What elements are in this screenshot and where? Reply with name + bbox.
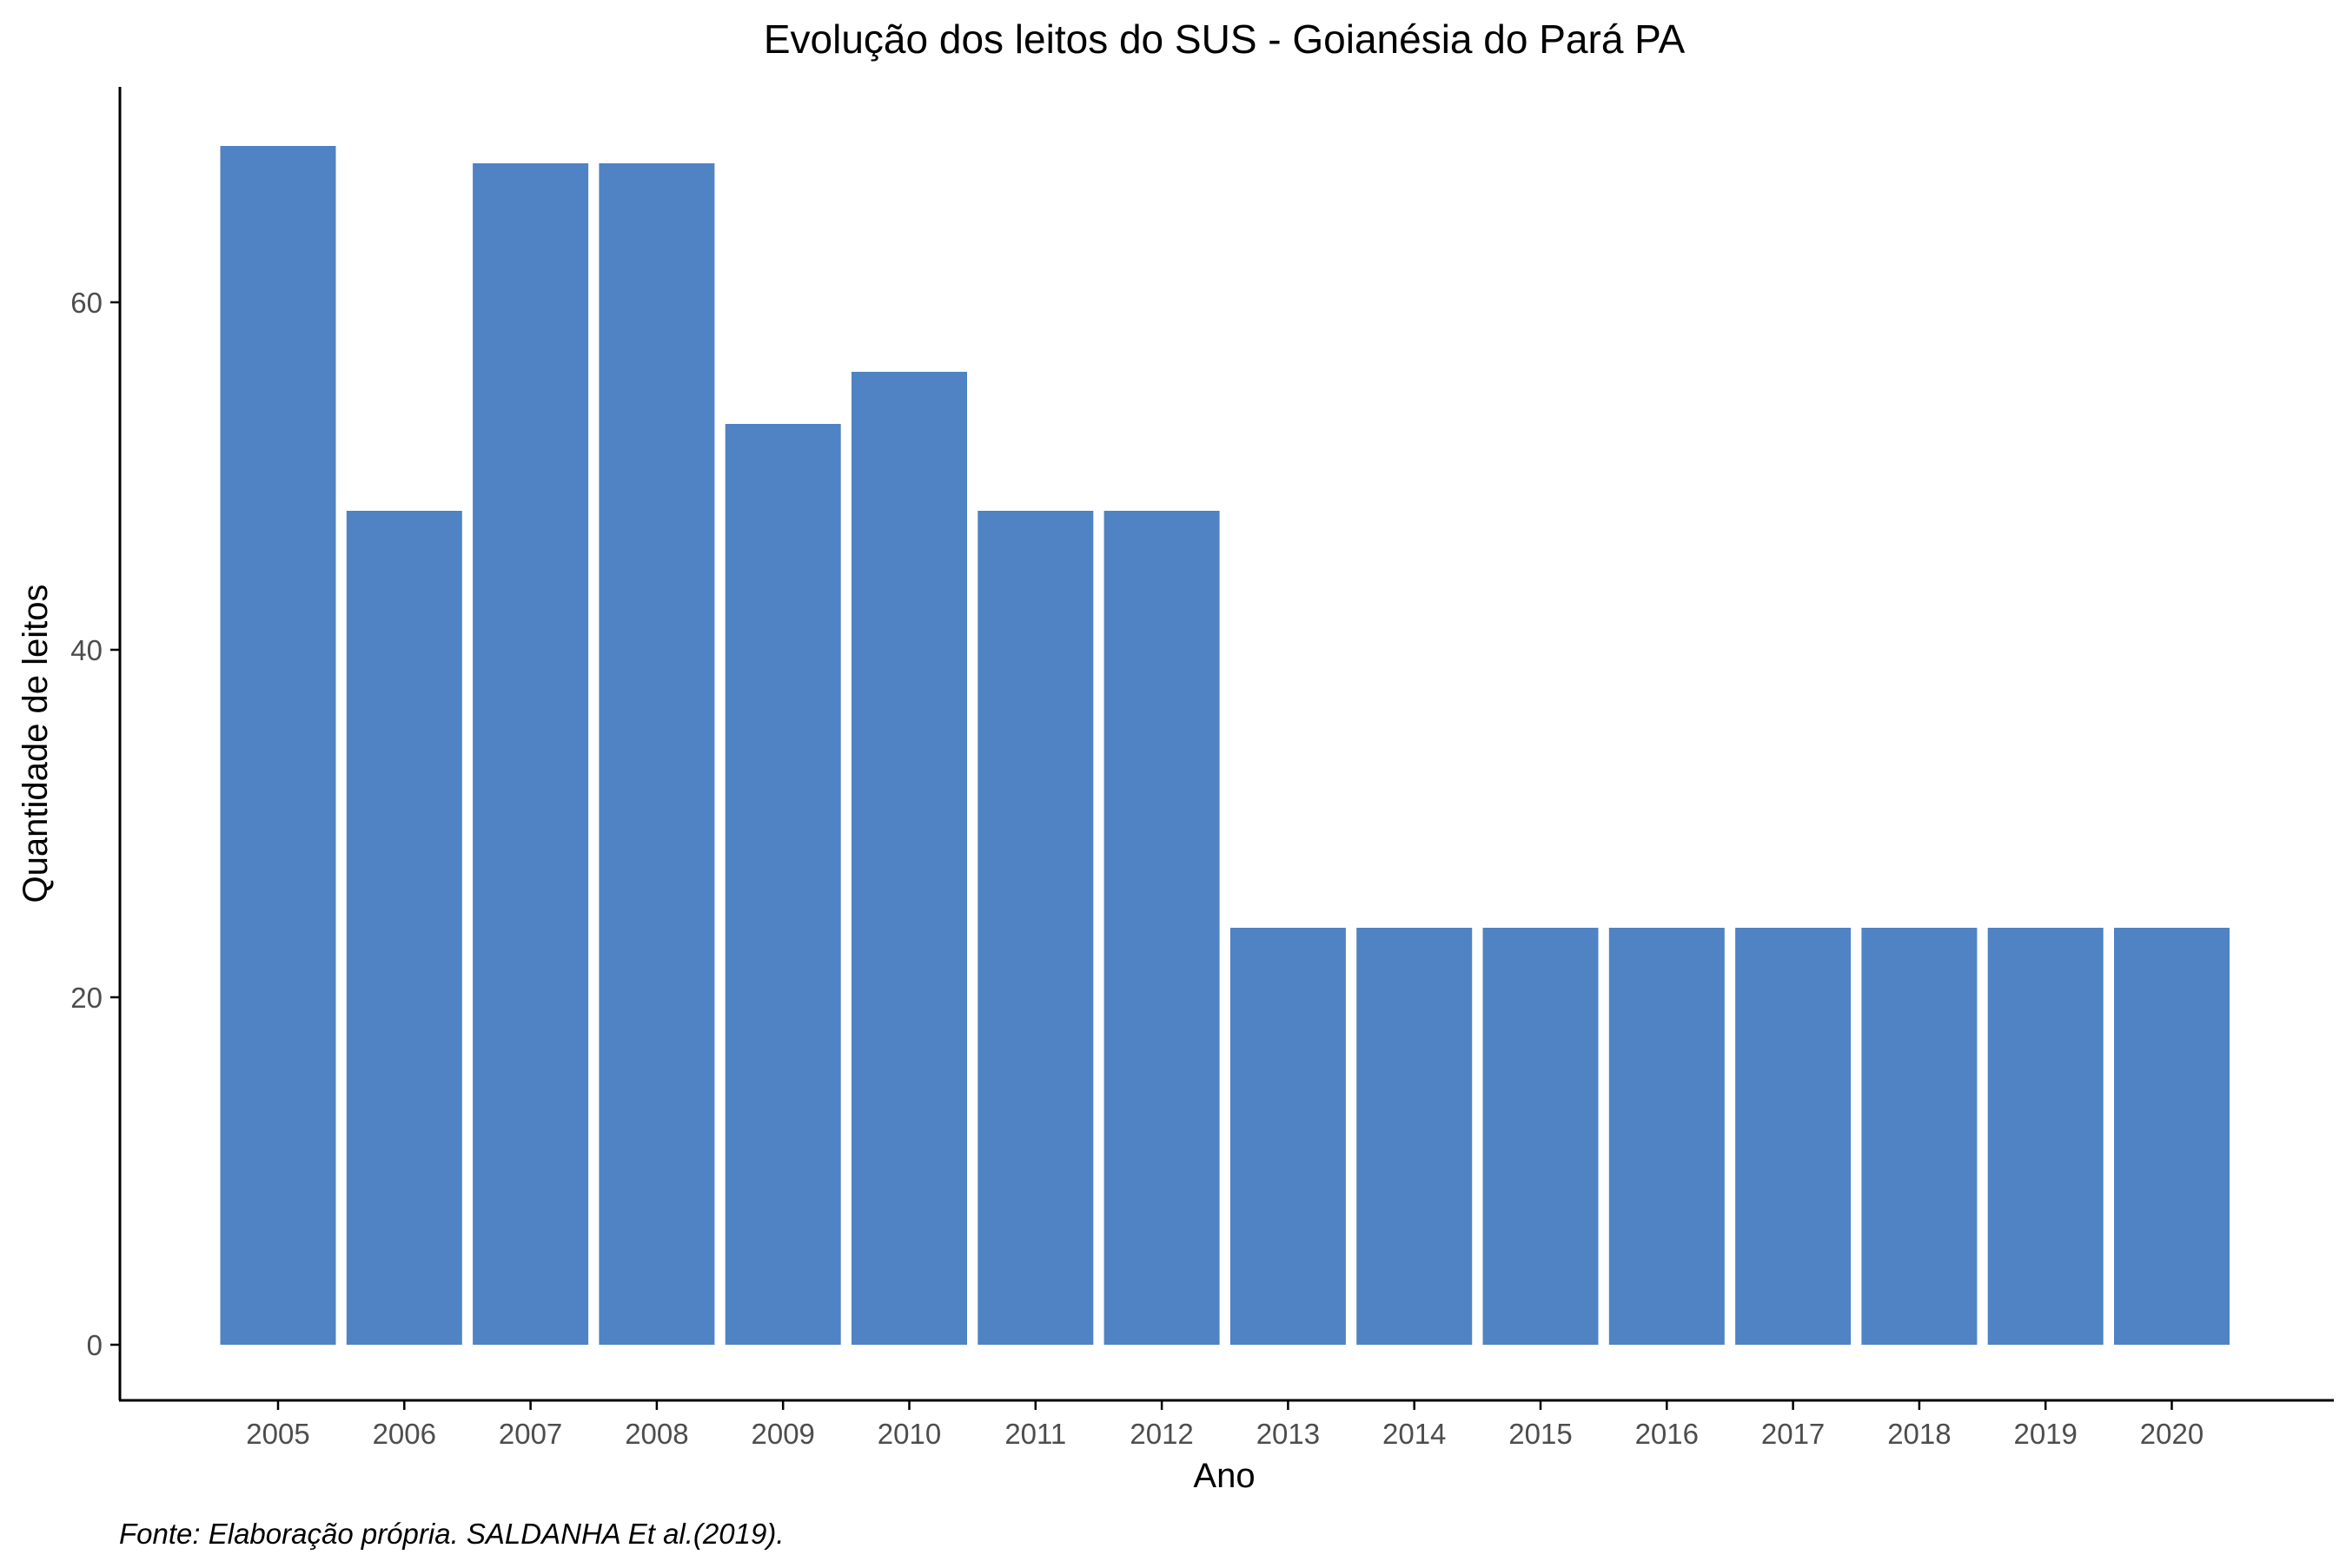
x-axis-ticks: 2005 2006 2007 2008 2009 2010 2011 2012 2013 2014…: [246, 1400, 2204, 1450]
x-tick-label-2016: 2016: [1635, 1418, 1699, 1450]
x-tick-label-2019: 2019: [2013, 1418, 2077, 1450]
bar-2007: [473, 163, 589, 1345]
x-tick-label-2013: 2013: [1256, 1418, 1320, 1450]
chart-title: Evolução dos leitos do SUS - Goianésia d…: [764, 17, 1686, 62]
bar-2014: [1356, 928, 1473, 1345]
bar-2013: [1229, 928, 1346, 1345]
y-axis-ticks: 0 20 40 60: [70, 287, 120, 1361]
y-tick-label-60: 60: [70, 287, 103, 319]
bar-2012: [1103, 511, 1220, 1345]
x-tick-label-2012: 2012: [1130, 1418, 1193, 1450]
x-tick-label-2017: 2017: [1761, 1418, 1825, 1450]
bar-2016: [1608, 928, 1725, 1345]
bar-2017: [1735, 928, 1852, 1345]
bar-2019: [1987, 928, 2104, 1345]
x-tick-label-2008: 2008: [625, 1418, 688, 1450]
x-tick-label-2020: 2020: [2140, 1418, 2204, 1450]
x-tick-label-2005: 2005: [246, 1418, 309, 1450]
bar-2009: [725, 424, 841, 1345]
y-tick-label-40: 40: [70, 634, 103, 666]
x-tick-label-2007: 2007: [499, 1418, 562, 1450]
x-axis-title: Ano: [1193, 1457, 1255, 1495]
x-tick-label-2009: 2009: [751, 1418, 814, 1450]
bar-2011: [978, 511, 1094, 1345]
x-tick-label-2006: 2006: [373, 1418, 436, 1450]
x-tick-label-2018: 2018: [1887, 1418, 1951, 1450]
bar-2010: [852, 372, 967, 1345]
y-tick-label-20: 20: [70, 982, 103, 1014]
y-tick-label-0: 0: [87, 1329, 103, 1361]
x-tick-label-2015: 2015: [1508, 1418, 1572, 1450]
y-axis-title: Quantidade de leitos: [17, 585, 55, 903]
bar-2006: [346, 511, 462, 1345]
x-tick-label-2011: 2011: [1004, 1418, 1066, 1450]
chart-caption: Fonte: Elaboração própria. SALDANHA Et a…: [119, 1518, 785, 1550]
bar-2018: [1861, 928, 1978, 1345]
bar-2005: [220, 146, 336, 1345]
bar-2008: [599, 163, 715, 1345]
bar-2020: [2114, 928, 2230, 1345]
x-tick-label-2014: 2014: [1382, 1418, 1446, 1450]
x-tick-label-2010: 2010: [878, 1418, 941, 1450]
bars: [220, 146, 2230, 1345]
bar-2015: [1482, 928, 1599, 1345]
